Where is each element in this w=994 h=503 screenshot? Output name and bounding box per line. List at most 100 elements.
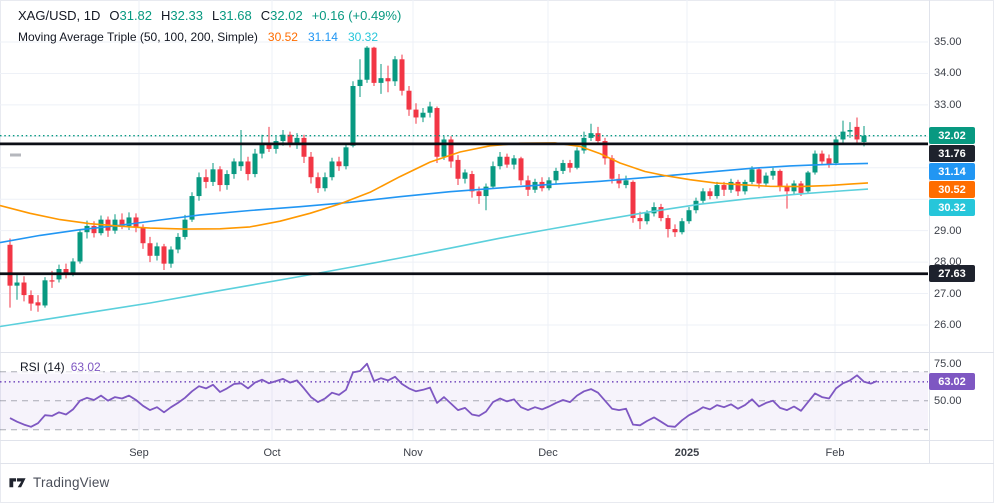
price-change: +0.16 (+0.49%) — [311, 8, 402, 23]
candle-down — [266, 142, 272, 149]
candle-down — [777, 170, 783, 187]
candle-up — [14, 282, 20, 286]
candle-down — [413, 109, 419, 118]
candle-up — [847, 130, 853, 132]
candle-down — [63, 268, 69, 275]
candle-down — [315, 177, 321, 189]
gray-dash-marker — [10, 153, 21, 157]
candle-down — [595, 133, 601, 142]
tradingview-logo[interactable]: TradingView — [8, 473, 110, 492]
candle-up — [357, 79, 363, 87]
candle-up — [294, 137, 300, 143]
chart-legend: XAG/USD, 1D O31.82 H32.33 L31.68 C32.02 … — [18, 8, 401, 48]
rsi-legend: RSI (14) 63.02 — [18, 360, 103, 374]
tradingview-mark-icon — [9, 478, 26, 488]
candle-up — [42, 280, 48, 306]
rsi-line — [9, 362, 878, 428]
price-badge: 27.63 — [929, 265, 975, 283]
indicator-title[interactable]: Moving Average Triple (50, 100, 200, Sim… — [18, 30, 258, 44]
candle-down — [658, 207, 664, 219]
candle-down — [756, 169, 762, 184]
candle-up — [231, 161, 237, 175]
candle-up — [77, 232, 83, 262]
candle-up — [728, 181, 734, 190]
candle-down — [469, 174, 475, 192]
candle-down — [826, 158, 832, 165]
candle-up — [420, 112, 426, 118]
candle-up — [812, 153, 818, 173]
candle-down — [798, 183, 804, 193]
time-axis-label: Nov — [403, 447, 423, 459]
candle-up — [350, 86, 356, 146]
price-tick-label: 34.00 — [934, 67, 962, 80]
ohlc-high: H32.33 — [161, 8, 203, 23]
rsi-tick-label: 75.00 — [934, 358, 962, 371]
candle-down — [140, 227, 146, 244]
candle-down — [336, 161, 342, 167]
ohlc-low: L31.68 — [211, 8, 252, 23]
candle-down — [455, 159, 461, 179]
ma200-value: 30.32 — [347, 30, 379, 44]
candle-up — [427, 106, 433, 113]
time-axis-label: 2025 — [674, 447, 700, 459]
candle-down — [672, 229, 678, 233]
tradingview-wordmark: TradingView — [33, 475, 110, 490]
candle-up — [343, 147, 349, 167]
time-axis-label: Dec — [538, 447, 558, 459]
candle-up — [259, 142, 265, 154]
candle-up — [588, 133, 594, 138]
candle-up — [686, 210, 692, 222]
candle-up — [560, 163, 566, 171]
candle-down — [616, 178, 622, 184]
candle-down — [399, 59, 405, 91]
candle-up — [714, 185, 720, 197]
candle-up — [168, 249, 174, 264]
candle-up — [70, 261, 76, 275]
candle-up — [462, 172, 468, 179]
rsi-indicator-title[interactable]: RSI (14) — [20, 360, 65, 374]
candle-up — [497, 156, 503, 167]
candle-up — [252, 153, 258, 175]
candle-down — [147, 243, 153, 256]
rsi-value: 63.02 — [70, 360, 101, 374]
candle-up — [98, 219, 104, 234]
candle-down — [448, 139, 454, 162]
candle-up — [364, 47, 370, 80]
candle-up — [763, 175, 769, 184]
candle-up — [770, 170, 776, 176]
candle-up — [224, 174, 230, 186]
candle-up — [861, 135, 867, 142]
time-axis-label: Oct — [263, 447, 281, 459]
candle-up — [679, 221, 685, 233]
candle-up — [833, 139, 839, 164]
price-badge: 30.52 — [929, 181, 975, 199]
candle-up — [196, 177, 202, 197]
candle-down — [161, 246, 167, 264]
candle-down — [665, 218, 671, 230]
candle-down — [301, 137, 307, 157]
ohlc-close: C32.02 — [260, 8, 303, 23]
price-badge: 30.32 — [929, 199, 975, 217]
candle-down — [504, 156, 510, 165]
candle-up — [623, 180, 629, 186]
candle-up — [329, 161, 335, 178]
ma100-line — [0, 162, 869, 244]
candle-up — [483, 186, 489, 197]
candle-up — [490, 166, 496, 187]
candles-layer — [7, 46, 867, 312]
candle-up — [175, 236, 181, 250]
price-tick-label: 33.00 — [934, 98, 962, 111]
candle-down — [49, 280, 55, 282]
candle-down — [637, 218, 643, 222]
price-tick-label: 29.00 — [934, 224, 962, 237]
candle-down — [308, 156, 314, 178]
ma100-value: 31.14 — [307, 30, 338, 44]
candle-up — [210, 169, 216, 182]
candle-up — [574, 150, 580, 168]
candle-down — [854, 126, 860, 140]
candle-down — [21, 282, 27, 296]
symbol-title[interactable]: XAG/USD, 1D — [18, 8, 101, 23]
candle-down — [28, 295, 34, 304]
